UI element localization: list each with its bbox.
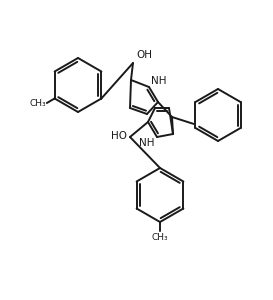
Text: CH₃: CH₃ [29,98,46,107]
Text: NH: NH [140,138,155,148]
Text: HO: HO [111,131,127,141]
Text: NH: NH [151,76,167,86]
Text: OH: OH [136,50,152,60]
Text: CH₃: CH₃ [152,233,168,242]
